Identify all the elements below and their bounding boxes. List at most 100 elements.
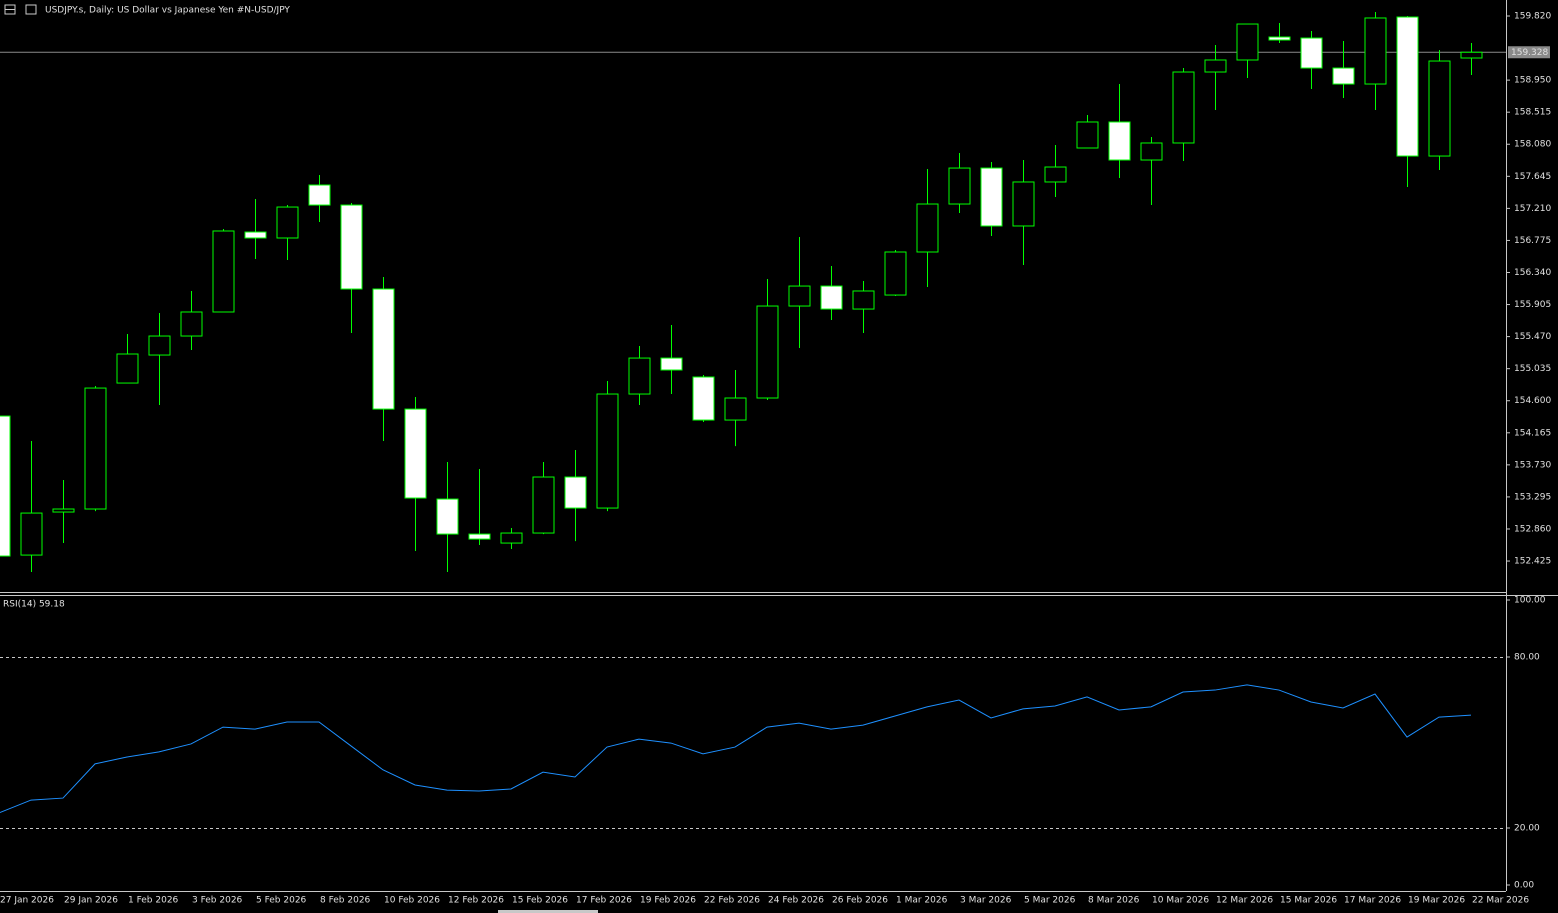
x-tick-label: 19 Mar 2026 (1408, 896, 1465, 906)
y-tick-label: 20.00 (1514, 824, 1540, 834)
candle-body (884, 251, 907, 296)
candle-body (1300, 37, 1323, 69)
x-tick-label: 15 Mar 2026 (1280, 896, 1337, 906)
candle-body (1396, 16, 1419, 157)
candle-body (1204, 59, 1227, 73)
y-tick-label: 157.645 (1514, 172, 1551, 182)
candle-body (628, 357, 651, 395)
x-tick-label: 3 Feb 2026 (192, 896, 243, 906)
y-tick-label: 158.950 (1514, 76, 1551, 86)
candle-body (1364, 17, 1387, 85)
x-tick-label: 24 Feb 2026 (768, 896, 824, 906)
candle-body (724, 397, 747, 421)
rsi-line (0, 684, 1472, 814)
y-tick-label: 153.295 (1514, 492, 1551, 502)
x-tick-label: 26 Feb 2026 (832, 896, 888, 906)
y-tick-label: 158.515 (1514, 108, 1551, 118)
candle-body (1428, 60, 1451, 157)
x-tick-label: 3 Mar 2026 (960, 896, 1012, 906)
x-tick-label: 1 Mar 2026 (896, 896, 948, 906)
x-tick-label: 10 Mar 2026 (1152, 896, 1209, 906)
candle-body (788, 285, 811, 307)
y-tick-label: 153.730 (1514, 460, 1551, 470)
candle-body (1268, 36, 1291, 41)
candle-body (564, 476, 587, 509)
candle-body (1332, 67, 1355, 85)
x-tick-label: 22 Feb 2026 (704, 896, 760, 906)
y-tick-label: 154.600 (1514, 396, 1551, 406)
candle-body (1012, 181, 1035, 227)
candle-body (1044, 166, 1067, 183)
candle-body (980, 167, 1003, 227)
candle-body (692, 376, 715, 421)
candle-body (1140, 142, 1163, 161)
candle-body (180, 311, 203, 337)
x-tick-label: 19 Feb 2026 (640, 896, 696, 906)
y-tick-label: 80.00 (1514, 653, 1540, 663)
y-tick-label: 156.340 (1514, 268, 1551, 278)
x-tick-label: 12 Mar 2026 (1216, 896, 1273, 906)
x-tick-label: 8 Feb 2026 (320, 896, 371, 906)
candle-body (1460, 51, 1483, 59)
indicator-title: RSI(14) 59.18 (3, 600, 65, 610)
x-tick-label: 10 Feb 2026 (384, 896, 440, 906)
candle-body (756, 305, 779, 399)
candle-body (820, 285, 843, 310)
candle-body (948, 167, 971, 205)
candle-body (404, 408, 427, 499)
x-tick-label: 12 Feb 2026 (448, 896, 504, 906)
candle-body (468, 533, 491, 540)
candle-body (1236, 23, 1259, 61)
candle-body (148, 335, 171, 356)
candle-body (436, 498, 459, 535)
x-tick-label: 22 Mar 2026 (1472, 896, 1529, 906)
x-tick-label: 5 Mar 2026 (1024, 896, 1076, 906)
candle-body (532, 476, 555, 534)
candle-body (372, 288, 395, 410)
y-tick-label: 0.00 (1514, 881, 1534, 891)
candle-body (84, 387, 107, 510)
candle-body (660, 357, 683, 371)
candle-body (596, 393, 619, 509)
candle-body (0, 415, 11, 557)
candle-body (244, 231, 267, 239)
current-price-box (1508, 46, 1550, 59)
x-tick-label: 27 Jan 2026 (0, 896, 54, 906)
y-tick-label: 155.035 (1514, 364, 1551, 374)
x-tick-label: 15 Feb 2026 (512, 896, 568, 906)
chart-icon[interactable] (25, 4, 37, 15)
y-tick-label: 155.905 (1514, 300, 1551, 310)
candle-body (500, 532, 523, 544)
y-tick-label: 158.080 (1514, 140, 1551, 150)
x-tick-label: 17 Mar 2026 (1344, 896, 1401, 906)
y-tick-label: 100.00 (1514, 596, 1546, 606)
chart-title: USDJPY.s, Daily: US Dollar vs Japanese Y… (45, 6, 290, 16)
current-price-label: 159.328 (1511, 48, 1548, 58)
y-tick-label: 159.820 (1514, 11, 1551, 21)
x-tick-label: 5 Feb 2026 (256, 896, 307, 906)
y-tick-label: 156.775 (1514, 236, 1551, 246)
y-tick-label: 155.470 (1514, 332, 1551, 342)
x-tick-label: 8 Mar 2026 (1088, 896, 1140, 906)
candle-body (852, 290, 875, 310)
candle-body (1172, 71, 1195, 144)
candle-body (308, 184, 331, 206)
x-tick-label: 29 Jan 2026 (64, 896, 118, 906)
candle-body (276, 206, 299, 239)
candle-body (340, 204, 363, 290)
y-tick-label: 152.425 (1514, 557, 1551, 567)
candle-body (916, 203, 939, 253)
candle-body (212, 230, 235, 313)
candle-body (116, 353, 139, 384)
candle-body (1076, 121, 1099, 149)
scrollbar[interactable] (498, 910, 598, 913)
candle-body (52, 508, 75, 513)
y-tick-label: 157.210 (1514, 204, 1551, 214)
y-tick-label: 154.165 (1514, 428, 1551, 438)
candle-body (1108, 121, 1131, 161)
candle-body (20, 512, 43, 556)
x-tick-label: 1 Feb 2026 (128, 896, 179, 906)
